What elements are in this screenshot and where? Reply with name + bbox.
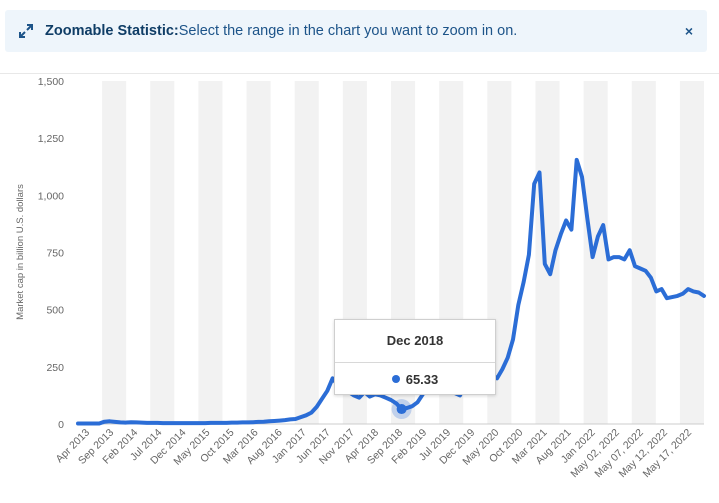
- tooltip-body: 65.33: [335, 363, 495, 395]
- tooltip-dot: [391, 375, 400, 383]
- close-button[interactable]: ×: [684, 23, 693, 39]
- y-tick-label: 1,500: [38, 76, 64, 88]
- tooltip-title: Dec 2018: [335, 320, 495, 363]
- grid-band: [246, 81, 271, 424]
- grid-band: [102, 81, 127, 424]
- y-axis-title: Market cap in billion U.S. dollars: [15, 184, 26, 320]
- y-tick-label: 1,250: [38, 133, 64, 145]
- zoom-banner: Zoomable Statistic: Select the range in …: [5, 10, 707, 52]
- grid-band: [679, 81, 704, 424]
- expand-icon: [19, 24, 33, 38]
- tooltip: Dec 2018 65.33: [334, 319, 496, 395]
- y-tick-label: 1,000: [38, 190, 64, 202]
- grid-band: [631, 81, 656, 424]
- grid-band: [198, 81, 223, 424]
- banner-title: Zoomable Statistic:: [45, 23, 179, 39]
- y-tick-label: 0: [58, 419, 64, 431]
- highlight-point[interactable]: [396, 404, 407, 415]
- grid-band: [150, 81, 175, 424]
- y-tick-label: 750: [46, 248, 64, 260]
- series-line: [76, 157, 706, 426]
- y-tick-label: 250: [46, 362, 64, 374]
- banner-text: Select the range in the chart you want t…: [178, 23, 518, 39]
- y-tick-label: 500: [46, 305, 64, 317]
- divider: [0, 73, 719, 74]
- tooltip-value: 65.33: [405, 371, 439, 387]
- grid-band: [294, 81, 319, 424]
